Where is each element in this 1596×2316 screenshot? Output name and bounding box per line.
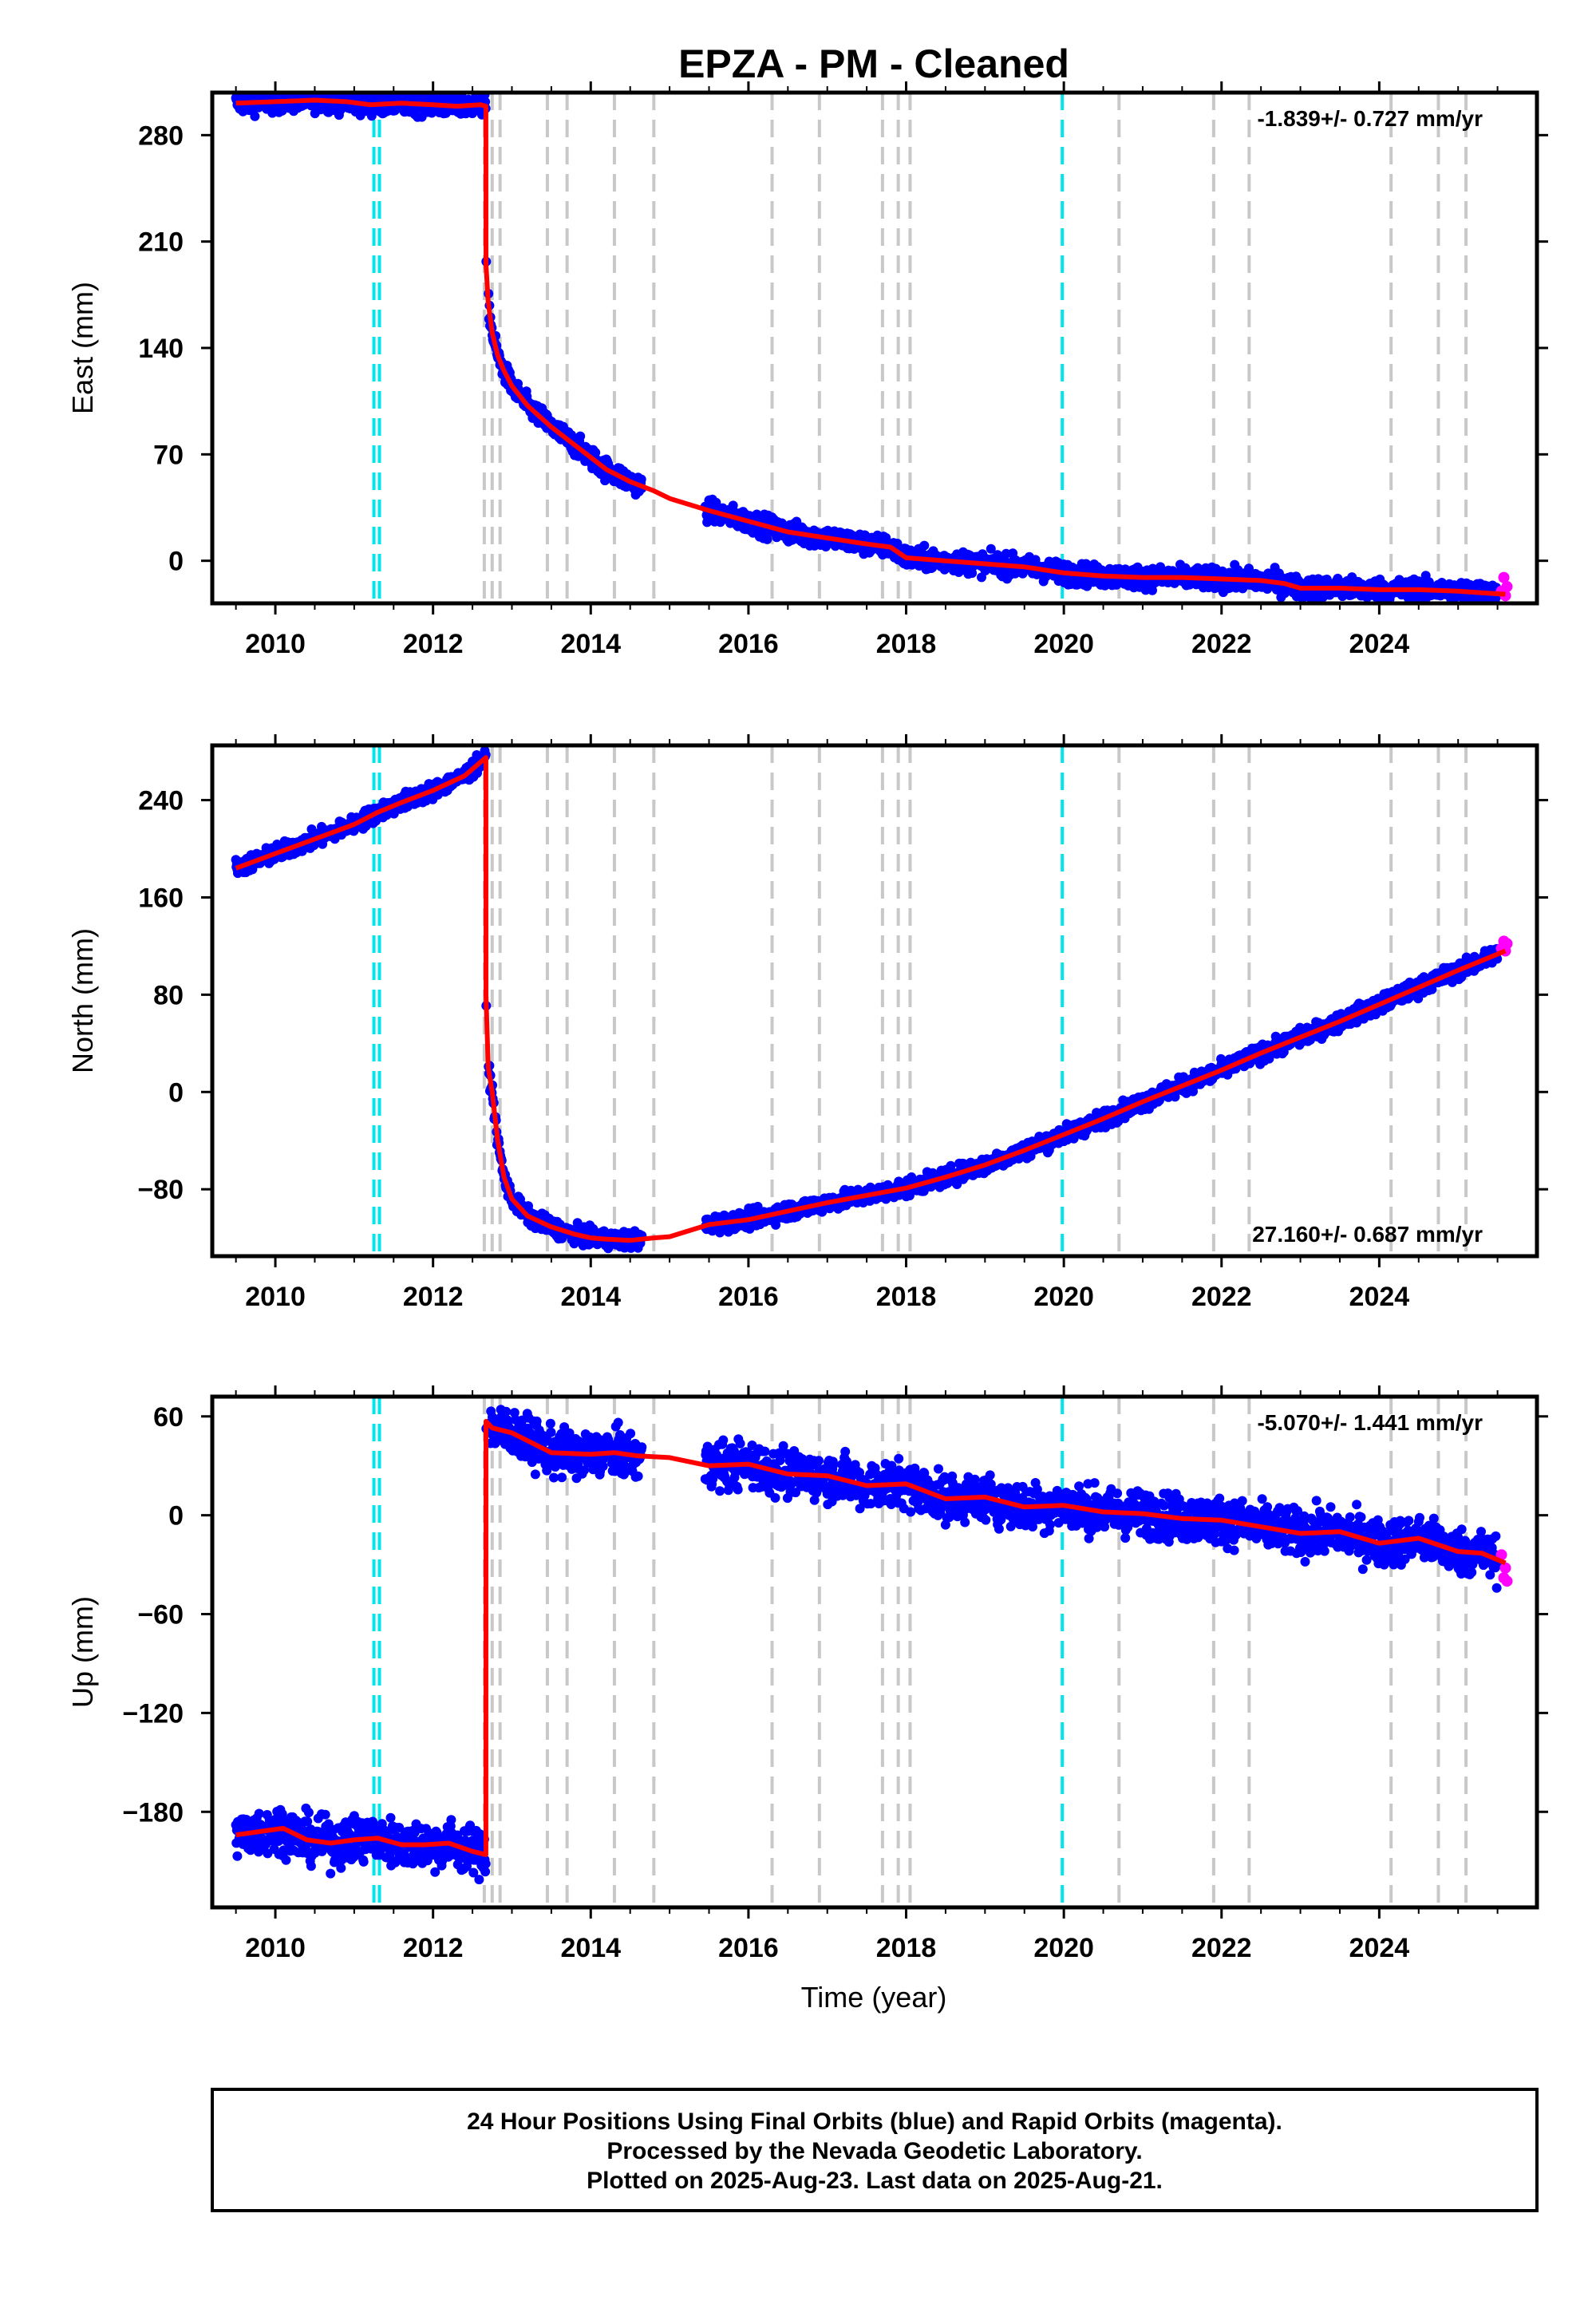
y-tick-label: 140 — [138, 334, 184, 364]
x-tick-label: 2010 — [245, 629, 306, 659]
data-point — [919, 540, 930, 551]
data-point — [575, 431, 586, 441]
x-tick-label: 2020 — [1033, 629, 1094, 659]
data-point — [636, 474, 646, 484]
data-point — [1170, 1092, 1180, 1102]
rapid-point — [1498, 571, 1510, 583]
model-line-east — [235, 97, 1506, 597]
y-tick-label: 210 — [138, 227, 184, 258]
x-tick-label: 2022 — [1191, 629, 1252, 659]
data-point — [771, 1219, 781, 1230]
x-tick-label: 2024 — [1349, 629, 1410, 659]
data-point — [986, 543, 996, 554]
plot-area-east — [231, 93, 1513, 603]
panels: 2010 2012 2014 2016 2018 2020 2022 2024 280 210 14… — [66, 81, 1548, 1963]
panel-frame — [210, 90, 1539, 606]
final-orbit-points — [231, 93, 1503, 603]
y-tick-label: 0 — [168, 547, 184, 577]
x-tick-label: 2012 — [403, 629, 464, 659]
plot-area-north — [231, 745, 1513, 1256]
x-tick-label: 2014 — [560, 629, 621, 659]
panel-north: 2010 2012 2014 2016 2018 2020 2022 202424016080… — [66, 734, 1548, 1312]
data-point — [250, 111, 260, 121]
data-point — [567, 430, 576, 441]
y-tick-label: 70 — [153, 440, 184, 470]
x-tick-label: 2016 — [718, 629, 779, 659]
data-point — [591, 448, 601, 458]
figure-title: EPZA - PM - Cleaned — [678, 41, 1069, 86]
x-tick-label: 2018 — [876, 629, 937, 659]
final-orbit-points — [231, 745, 1503, 1254]
y-axis-title-east: East (mm) — [66, 282, 99, 414]
panel-east: 2010 2012 2014 2016 2018 2020 2022 2024 280 210 14… — [66, 81, 1548, 659]
y-tick-label: 280 — [138, 121, 184, 151]
rapid-point — [1501, 581, 1513, 593]
rate-label-east: -1.839+/- 0.727 mm/yr — [1257, 106, 1483, 131]
data-point — [1148, 585, 1157, 595]
